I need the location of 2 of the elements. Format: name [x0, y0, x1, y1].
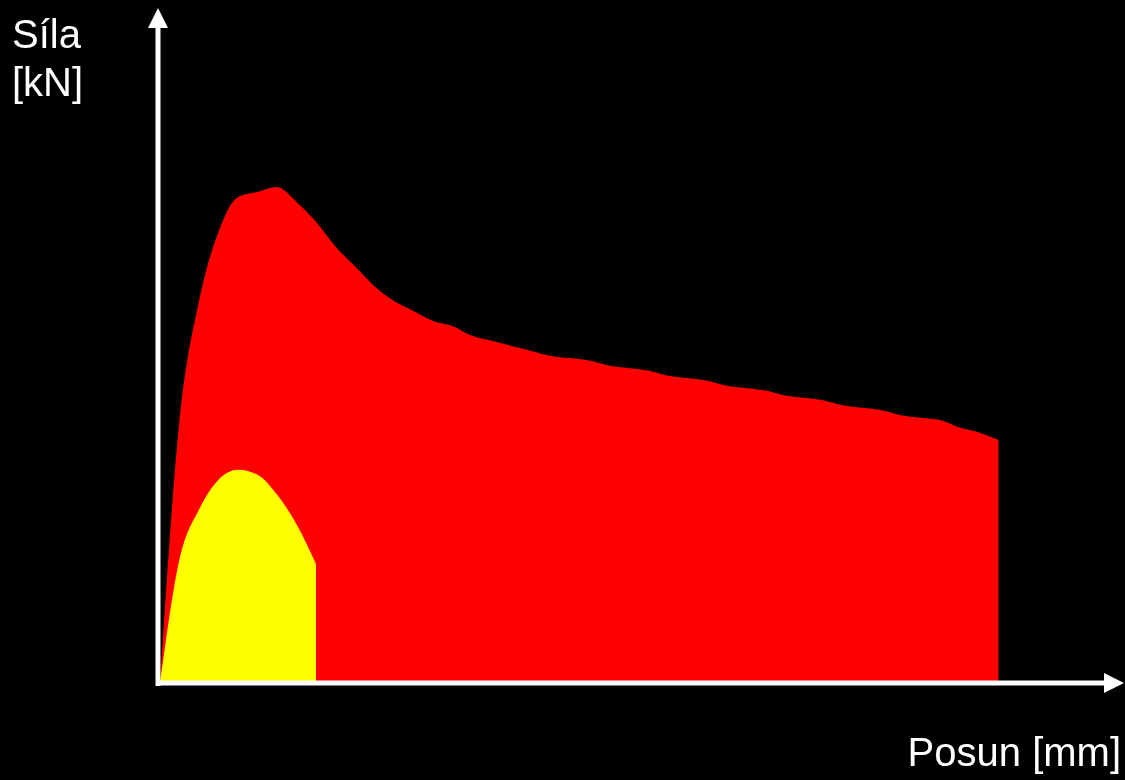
y-axis-title: Síla [kN]	[12, 11, 85, 106]
x-axis-title: Posun [mm]	[907, 729, 1121, 776]
